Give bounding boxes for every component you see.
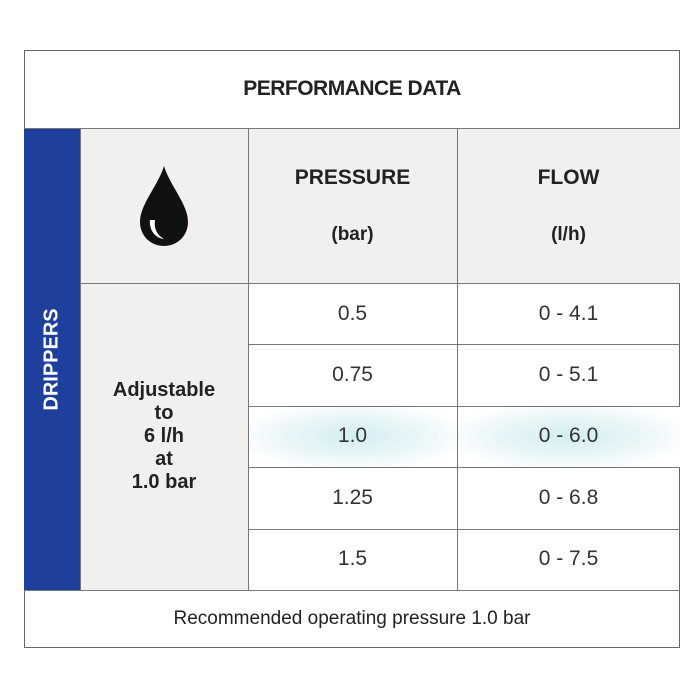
flow-header: FLOW (l/h) [457, 128, 680, 283]
description-cell: Adjustable to 6 l/h at 1.0 bar [80, 283, 248, 590]
divider [248, 467, 680, 469]
divider [457, 128, 458, 590]
side-label: DRIPPERS [40, 307, 63, 411]
data-cell: 0 - 4.1 [538, 301, 599, 325]
data-cell: 0 - 6.0 [457, 405, 680, 468]
footer-note: Recommended operating pressure 1.0 bar [173, 608, 531, 629]
divider [80, 128, 81, 590]
divider [248, 405, 680, 407]
pressure-header: PRESSURE (bar) [248, 128, 457, 283]
divider [248, 344, 680, 346]
data-cell: 0.5 [337, 301, 368, 325]
description-line: 6 l/h [143, 425, 184, 447]
divider [80, 283, 680, 284]
header-unit: (l/h) [551, 223, 586, 245]
header-unit: (bar) [331, 223, 374, 245]
data-cell: 0 - 5.1 [538, 363, 599, 387]
side-band: DRIPPERS [24, 128, 80, 590]
divider [248, 128, 249, 590]
icon-cell [80, 128, 248, 283]
divider [248, 528, 680, 530]
drop-icon [140, 165, 188, 246]
description-line: to [154, 402, 174, 424]
header-label: PRESSURE [294, 165, 411, 189]
divider [24, 590, 680, 591]
data-cell: 1.5 [337, 547, 368, 571]
description-line: 1.0 bar [131, 471, 197, 493]
description-line: at [155, 448, 173, 470]
table-title: PERFORMANCE DATA [243, 77, 461, 100]
description-line: Adjustable [112, 379, 216, 401]
header-label: FLOW [537, 165, 600, 189]
data-cell: 1.25 [332, 485, 373, 509]
data-cell: 0 - 7.5 [538, 547, 599, 571]
data-cell: 0 - 6.8 [538, 485, 599, 509]
data-cell: 0.75 [332, 363, 373, 387]
data-cell: 1.0 [248, 405, 457, 468]
divider [24, 128, 680, 129]
